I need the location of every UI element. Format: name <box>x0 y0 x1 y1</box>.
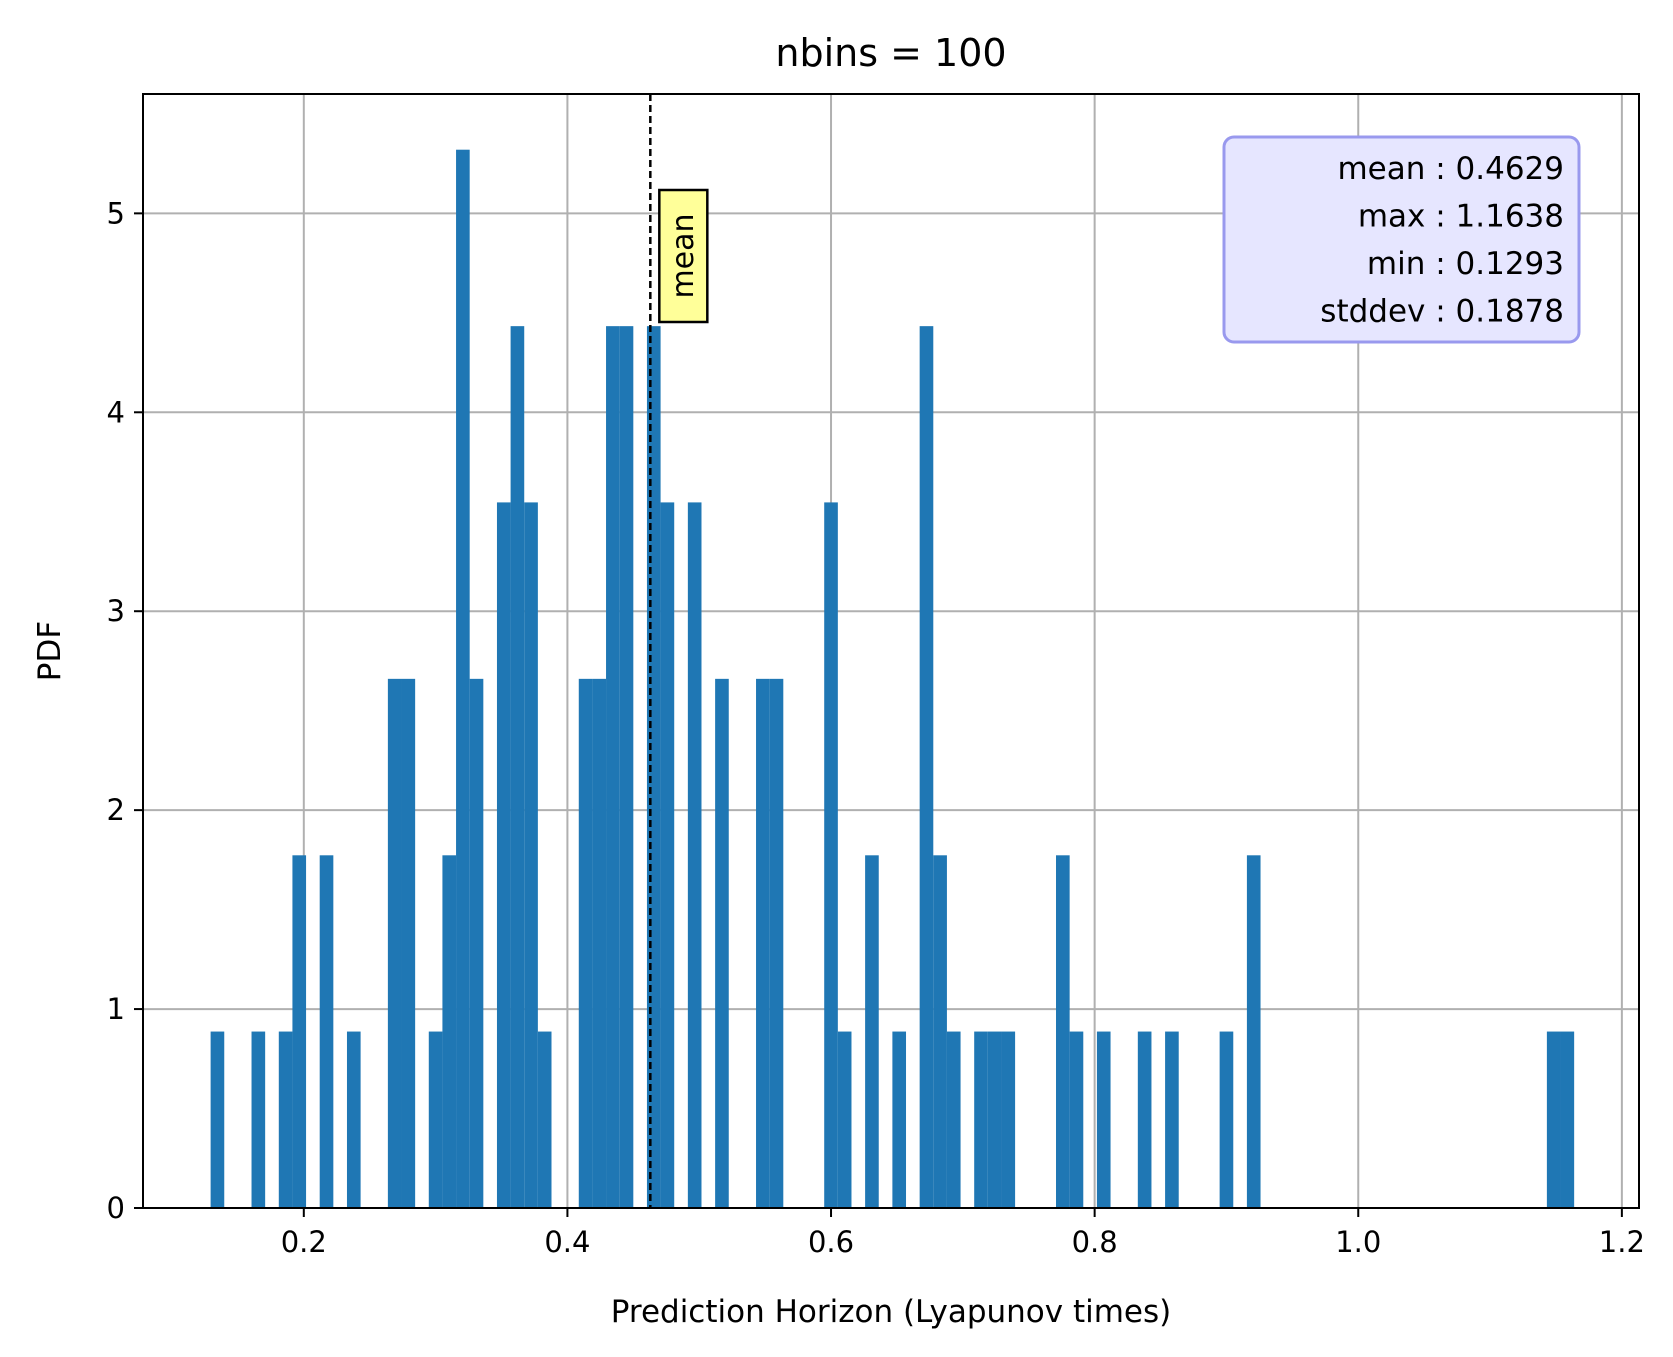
histogram-bar <box>469 678 484 1208</box>
histogram-bar <box>660 502 675 1208</box>
histogram-bar <box>210 1031 225 1208</box>
y-tick-label: 1 <box>107 992 125 1026</box>
histogram-bar <box>756 678 770 1208</box>
histogram-bar <box>456 149 470 1209</box>
y-tick-label: 5 <box>107 196 125 230</box>
histogram-bar <box>715 678 729 1208</box>
axis-ticks: 0.2 0.4 0.6 0.8 1.0 1.2 0 1 2 3 4 5 <box>107 196 1645 1259</box>
histogram-bar <box>537 1031 552 1208</box>
stats-line: mean : 0.4629 <box>1337 151 1564 187</box>
histogram-bar <box>346 1031 361 1208</box>
stats-line: stddev : 0.1878 <box>1320 294 1564 330</box>
histogram-bars <box>210 149 1575 1209</box>
histogram-bar <box>510 326 525 1208</box>
histogram-bar <box>319 855 334 1208</box>
histogram-bar <box>1165 1031 1179 1208</box>
y-tick-label: 0 <box>107 1191 125 1225</box>
histogram-bar <box>1560 1031 1575 1208</box>
y-tick-label: 4 <box>107 395 125 429</box>
histogram-bar <box>387 678 402 1208</box>
y-tick-label: 3 <box>107 594 125 628</box>
histogram-bar <box>278 1031 293 1208</box>
histogram-bar <box>946 1031 961 1208</box>
mean-label-box <box>658 188 709 324</box>
x-tick-label: 0.2 <box>281 1225 327 1259</box>
histogram-bar <box>619 326 634 1208</box>
histogram-bar <box>1001 1031 1016 1208</box>
histogram-bar <box>865 855 879 1208</box>
mean-label: mean <box>666 213 701 298</box>
histogram-bar <box>578 678 593 1208</box>
x-tick-label: 0.8 <box>1072 1225 1118 1259</box>
histogram-bar <box>606 326 620 1208</box>
histogram-bar <box>687 502 702 1208</box>
histogram-bar <box>292 855 307 1208</box>
plot-frame <box>142 93 1640 1209</box>
histogram-bar <box>1069 1031 1084 1208</box>
histogram-bar <box>933 855 947 1208</box>
histogram-bar <box>837 1031 852 1208</box>
histogram-bar <box>428 1031 443 1208</box>
stats-line: min : 0.1293 <box>1367 246 1564 282</box>
histogram-bar <box>496 502 511 1208</box>
histogram-bar <box>1246 855 1261 1208</box>
histogram-bar <box>987 1031 1002 1208</box>
x-tick-label: 0.4 <box>544 1225 590 1259</box>
histogram-bar <box>974 1031 988 1208</box>
histogram-bar <box>1096 1031 1111 1208</box>
y-axis-label: PDF <box>32 621 68 681</box>
x-tick-label: 1.2 <box>1599 1225 1645 1259</box>
histogram-bar <box>251 1031 266 1208</box>
histogram-bar <box>1546 1031 1561 1208</box>
chart-title: nbins = 100 <box>775 31 1006 75</box>
histogram-bar <box>401 678 416 1208</box>
histogram-bar <box>442 855 457 1208</box>
y-tick-label: 2 <box>107 793 125 827</box>
histogram-bar <box>1137 1031 1152 1208</box>
mean-annotation: mean <box>649 94 709 1208</box>
histogram-bar <box>1219 1031 1234 1208</box>
x-axis-label: Prediction Horizon (Lyapunov times) <box>611 1294 1172 1330</box>
x-tick-label: 1.0 <box>1335 1225 1381 1259</box>
histogram-bar <box>919 326 934 1208</box>
histogram-bar <box>892 1031 907 1208</box>
histogram-bar <box>524 502 538 1208</box>
stats-box-frame <box>1222 135 1581 344</box>
histogram-bar <box>769 678 784 1208</box>
histogram-bar <box>824 502 838 1208</box>
x-tick-label: 0.6 <box>808 1225 854 1259</box>
stats-box: mean : 0.4629 max : 1.1638 min : 0.1293 std… <box>1222 135 1581 344</box>
stats-line: max : 1.1638 <box>1358 199 1564 235</box>
histogram-bar <box>1056 855 1070 1208</box>
histogram-bar <box>646 326 661 1208</box>
histogram-bar <box>592 678 607 1208</box>
